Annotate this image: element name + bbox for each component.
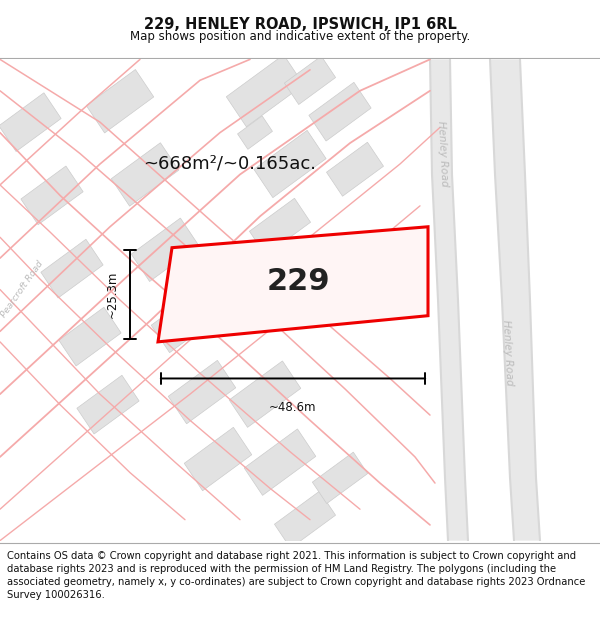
Polygon shape — [490, 59, 540, 541]
Polygon shape — [21, 166, 83, 225]
Text: Henley Road: Henley Road — [501, 319, 515, 386]
Polygon shape — [229, 361, 301, 428]
Text: 229: 229 — [266, 267, 330, 296]
Polygon shape — [284, 56, 335, 104]
Polygon shape — [274, 491, 335, 548]
Polygon shape — [268, 269, 323, 321]
Text: Map shows position and indicative extent of the property.: Map shows position and indicative extent… — [130, 30, 470, 42]
Polygon shape — [59, 308, 121, 366]
Polygon shape — [77, 375, 139, 434]
Text: ~668m²/~0.165ac.: ~668m²/~0.165ac. — [143, 155, 317, 173]
Text: ~48.6m: ~48.6m — [269, 401, 317, 414]
Polygon shape — [326, 142, 383, 196]
Polygon shape — [168, 361, 236, 424]
Polygon shape — [309, 82, 371, 141]
Polygon shape — [184, 428, 252, 491]
Polygon shape — [244, 429, 316, 496]
Polygon shape — [158, 227, 428, 342]
Polygon shape — [226, 55, 304, 127]
Polygon shape — [111, 142, 179, 206]
Text: 229, HENLEY ROAD, IPSWICH, IP1 6RL: 229, HENLEY ROAD, IPSWICH, IP1 6RL — [143, 17, 457, 32]
Polygon shape — [238, 116, 272, 149]
Polygon shape — [86, 69, 154, 133]
Text: Henley Road: Henley Road — [436, 121, 450, 187]
Polygon shape — [0, 92, 61, 151]
Polygon shape — [131, 218, 199, 281]
Polygon shape — [313, 452, 368, 504]
Text: Contains OS data © Crown copyright and database right 2021. This information is : Contains OS data © Crown copyright and d… — [7, 551, 586, 601]
Polygon shape — [151, 289, 219, 352]
Text: ~25.3m: ~25.3m — [106, 271, 119, 319]
Polygon shape — [250, 198, 311, 255]
Text: Pearcroft Road: Pearcroft Road — [0, 259, 45, 319]
Polygon shape — [41, 239, 103, 298]
Polygon shape — [430, 59, 468, 541]
Polygon shape — [254, 131, 326, 198]
